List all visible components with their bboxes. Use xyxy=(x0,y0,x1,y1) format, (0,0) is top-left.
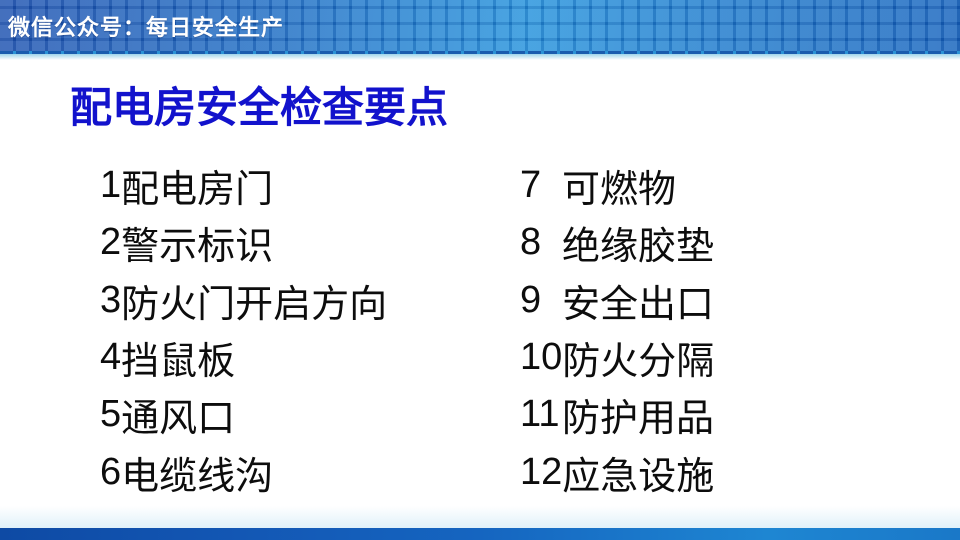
bottom-haze xyxy=(0,506,960,528)
item-number: 2 xyxy=(100,221,122,264)
page-title: 配电房安全检查要点 xyxy=(70,84,449,131)
item-label: 警示标识 xyxy=(121,226,274,269)
footer-bar xyxy=(0,528,960,540)
list-item: 2 警示标识 xyxy=(100,214,387,271)
item-label: 防护用品 xyxy=(562,398,715,441)
list-item: 6 电缆线沟 xyxy=(100,443,387,500)
checklist-left-column: 1 配电房门 2 警示标识 3 防火门开启方向 4 挡鼠板 5 通风口 6 电缆线沟 xyxy=(100,157,387,501)
item-number: 8 xyxy=(520,221,542,264)
item-label: 防火分隔 xyxy=(562,341,715,384)
item-label: 可燃物 xyxy=(562,169,677,212)
banner-bottom-fade xyxy=(0,54,960,60)
item-label: 挡鼠板 xyxy=(121,341,236,384)
checklist-right-column: 7 可燃物 8 绝缘胶垫 9 安全出口 10 防火分隔 11 防护用品 12 应急设施 xyxy=(520,157,714,501)
list-item: 4 挡鼠板 xyxy=(100,329,387,386)
item-number: 10 xyxy=(520,336,563,379)
top-banner: 微信公众号：每日安全生产 xyxy=(0,0,960,54)
item-label: 应急设施 xyxy=(562,455,715,498)
item-label: 电缆线沟 xyxy=(121,455,274,498)
list-item: 10 防火分隔 xyxy=(520,329,714,386)
item-label: 绝缘胶垫 xyxy=(562,226,715,269)
item-number: 6 xyxy=(100,450,122,493)
list-item: 3 防火门开启方向 xyxy=(100,272,387,329)
list-item: 7 可燃物 xyxy=(520,157,714,214)
item-number: 4 xyxy=(100,336,122,379)
list-item: 11 防护用品 xyxy=(520,386,714,443)
list-item: 9 安全出口 xyxy=(520,272,714,329)
item-number: 1 xyxy=(100,164,122,207)
item-label: 通风口 xyxy=(121,398,236,441)
list-item: 12 应急设施 xyxy=(520,443,714,500)
banner-text: 微信公众号：每日安全生产 xyxy=(8,15,285,40)
list-item: 5 通风口 xyxy=(100,386,387,443)
list-item: 1 配电房门 xyxy=(100,157,387,214)
item-number: 11 xyxy=(520,393,560,436)
item-number: 12 xyxy=(520,450,563,493)
item-number: 5 xyxy=(100,393,122,436)
item-number: 3 xyxy=(100,278,122,321)
item-label: 安全出口 xyxy=(562,283,715,326)
item-label: 防火门开启方向 xyxy=(121,283,388,326)
item-label: 配电房门 xyxy=(121,169,274,212)
item-number: 9 xyxy=(520,278,542,321)
list-item: 8 绝缘胶垫 xyxy=(520,214,714,271)
item-number: 7 xyxy=(520,164,542,207)
